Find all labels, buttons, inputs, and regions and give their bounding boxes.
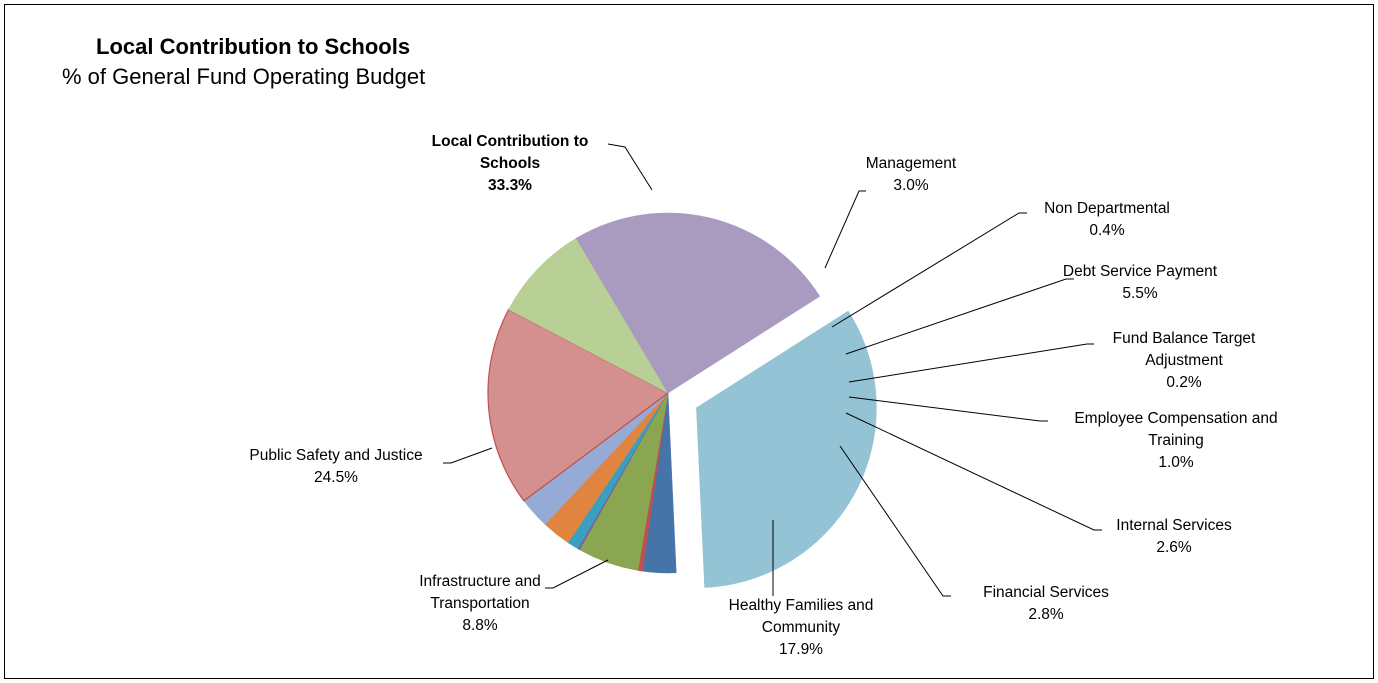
slice-name-label: Training xyxy=(1148,432,1203,449)
leader-line xyxy=(824,190,866,269)
pie-slice xyxy=(487,308,670,502)
slice-value-label: 1.0% xyxy=(1158,454,1194,471)
slice-label: Infrastructure and Transportation 8.8% xyxy=(419,573,540,634)
slice-name-label: Schools xyxy=(480,155,540,172)
slice-label: Local Contribution to Schools 33.3% xyxy=(432,133,589,194)
slice-value-label: 0.2% xyxy=(1166,374,1202,391)
slice-value-label: 8.8% xyxy=(462,617,498,634)
slice-label: Healthy Families and Community 17.9% xyxy=(729,597,874,658)
leader-line xyxy=(845,278,1074,355)
slice-label: Internal Services 2.6% xyxy=(1116,517,1232,556)
slice-label: Debt Service Payment 5.5% xyxy=(1063,263,1218,302)
slice-label: Management 3.0% xyxy=(866,155,957,194)
pie-slice xyxy=(696,310,877,588)
slice-name-label: Employee Compensation and xyxy=(1074,410,1277,427)
slice-label: Employee Compensation and Training 1.0% xyxy=(1074,410,1277,471)
slice-name-label: Public Safety and Justice xyxy=(249,447,422,464)
slice-label: Non Departmental 0.4% xyxy=(1044,200,1170,239)
leader-line xyxy=(848,343,1094,383)
leader-line xyxy=(443,447,493,464)
slice-name-label: Adjustment xyxy=(1145,352,1223,369)
slice-name-label: Infrastructure and xyxy=(419,573,540,590)
slice-name-label: Internal Services xyxy=(1116,517,1232,534)
slice-name-label: Local Contribution to xyxy=(432,133,589,150)
slice-name-label: Management xyxy=(866,155,957,172)
slice-value-label: 17.9% xyxy=(779,641,823,658)
pie-slice xyxy=(508,237,669,394)
slice-value-label: 33.3% xyxy=(488,177,532,194)
leader-line xyxy=(845,412,1102,531)
slice-value-label: 5.5% xyxy=(1122,285,1158,302)
slice-label: Fund Balance Target Adjustment 0.2% xyxy=(1113,330,1256,391)
slice-value-label: 0.4% xyxy=(1089,222,1125,239)
slice-value-label: 3.0% xyxy=(893,177,929,194)
leader-line xyxy=(831,212,1027,328)
slice-value-label: 24.5% xyxy=(314,469,358,486)
slice-name-label: Financial Services xyxy=(983,584,1109,601)
slice-label: Public Safety and Justice 24.5% xyxy=(249,447,422,486)
slice-name-label: Fund Balance Target xyxy=(1113,330,1256,347)
pie-slices xyxy=(487,212,877,588)
slice-name-label: Debt Service Payment xyxy=(1063,263,1218,280)
slice-name-label: Non Departmental xyxy=(1044,200,1170,217)
leader-line xyxy=(839,445,951,597)
leader-line xyxy=(848,396,1048,422)
slice-name-label: Transportation xyxy=(430,595,529,612)
slice-value-label: 2.8% xyxy=(1028,606,1064,623)
slice-label: Financial Services 2.8% xyxy=(983,584,1109,623)
pie-slice xyxy=(575,212,821,394)
slice-name-label: Community xyxy=(762,619,841,636)
leader-line xyxy=(607,143,653,191)
chart-subtitle: % of General Fund Operating Budget xyxy=(62,64,426,89)
leader-line xyxy=(545,559,609,589)
slice-name-label: Healthy Families and xyxy=(729,597,874,614)
slice-value-label: 2.6% xyxy=(1156,539,1192,556)
chart-title: Local Contribution to Schools xyxy=(96,34,411,59)
